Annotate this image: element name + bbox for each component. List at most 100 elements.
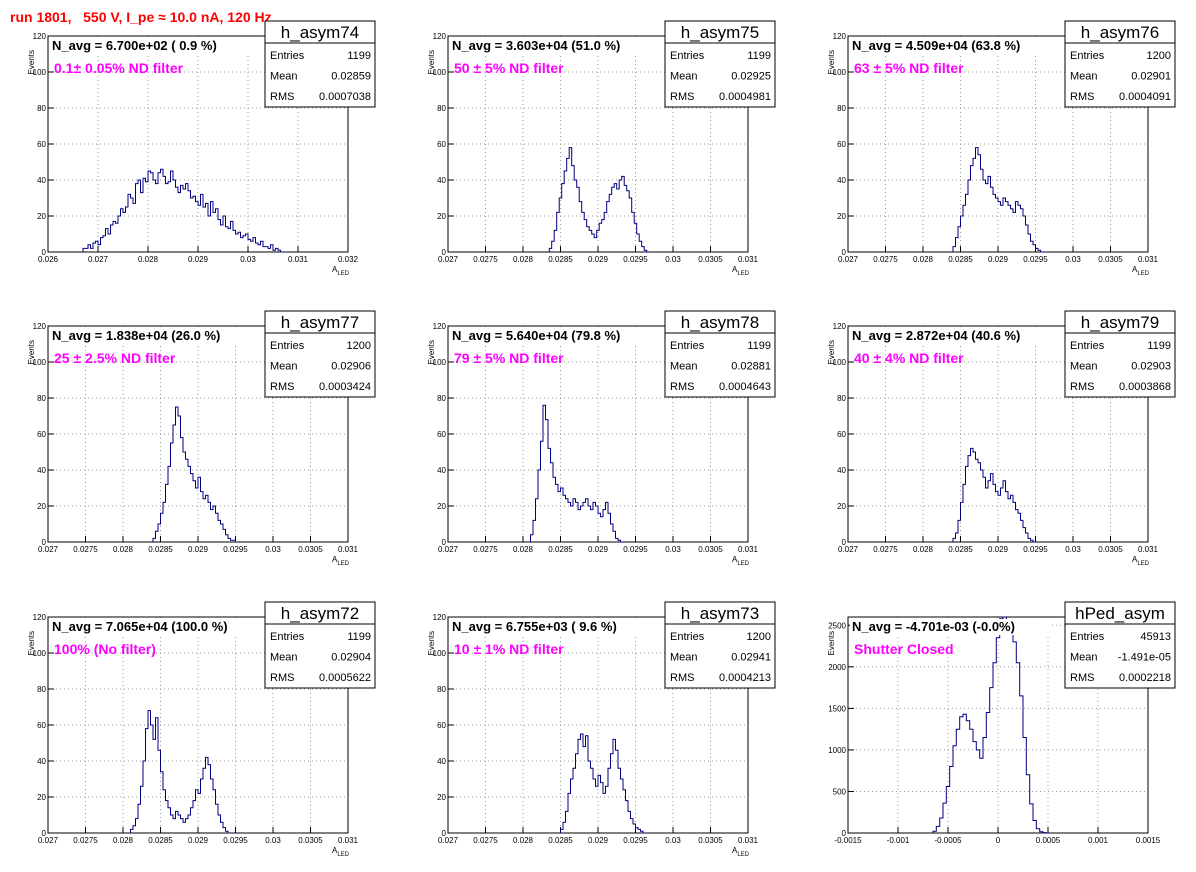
x-axis-title: ALED xyxy=(332,265,350,277)
stats-title: h_asym75 xyxy=(681,23,759,42)
y-tick-label: 40 xyxy=(437,757,446,766)
y-tick-label: 100 xyxy=(33,358,47,367)
y-tick-label: 100 xyxy=(833,68,847,77)
stats-value-entries: 1199 xyxy=(347,631,371,643)
y-tick-label: 0 xyxy=(842,829,847,838)
stats-title: hPed_asym xyxy=(1075,604,1165,623)
histogram-panel-h_asym72: 0.027 0.0275 0.028 0.0285 0.029 0.0295 0.03 0.0… xyxy=(27,601,376,858)
stats-label-rms: RMS xyxy=(670,672,694,684)
y-tick-label: 20 xyxy=(37,793,46,802)
x-tick-label: 0.0305 xyxy=(698,255,723,264)
navg-label: N_avg = 6.755e+03 ( 9.6 %) xyxy=(452,619,617,634)
x-axis-title-main: A xyxy=(732,265,738,274)
navg-label-background xyxy=(50,38,250,54)
x-tick-label: 0.0285 xyxy=(948,255,973,264)
x-tick-label: 0.028 xyxy=(913,545,934,554)
x-tick-label: 0.03 xyxy=(265,836,281,845)
y-tick-label: 0 xyxy=(42,829,47,838)
stats-value-mean: 0.02901 xyxy=(1131,71,1171,83)
stats-label-entries: Entries xyxy=(670,631,705,643)
x-tick-label: 0.0275 xyxy=(73,545,98,554)
x-tick-label: -0.001 xyxy=(887,836,910,845)
x-tick-label: 0.027 xyxy=(438,255,459,264)
stats-label-entries: Entries xyxy=(270,340,305,352)
x-axis-title-main: A xyxy=(1132,555,1138,564)
x-tick-label: 0.029 xyxy=(188,255,209,264)
stats-label-mean: Mean xyxy=(270,361,298,373)
x-tick-label: 0.0305 xyxy=(698,836,723,845)
x-tick-label: 0.0295 xyxy=(223,836,248,845)
stats-title: h_asym78 xyxy=(681,313,759,332)
stats-value-mean: 0.02904 xyxy=(331,652,371,664)
stats-label-entries: Entries xyxy=(1070,340,1105,352)
filter-label: 0.1± 0.05% ND filter xyxy=(54,60,184,76)
x-tick-label: 0.0275 xyxy=(473,836,498,845)
x-axis-title-sub: LED xyxy=(1137,271,1149,277)
y-tick-label: 120 xyxy=(33,32,47,41)
y-tick-label: 60 xyxy=(837,140,846,149)
histogram-panel-h_asym73: 0.027 0.0275 0.028 0.0285 0.029 0.0295 0.03 0.0… xyxy=(427,601,776,858)
histogram-line-h_asym75 xyxy=(548,147,650,253)
x-axis-title-main: A xyxy=(1132,265,1138,274)
stats-label-mean: Mean xyxy=(1070,361,1098,373)
y-tick-label: 20 xyxy=(437,212,446,221)
filter-label: 40 ± 4% ND filter xyxy=(854,350,964,366)
stats-value-rms: 0.0004981 xyxy=(719,91,771,103)
y-tick-label: 0 xyxy=(442,538,447,547)
stats-value-mean: 0.02859 xyxy=(331,71,371,83)
x-tick-label: 0.0275 xyxy=(473,255,498,264)
stats-value-mean: 0.02881 xyxy=(731,361,771,373)
navg-label: N_avg = 7.065e+04 (100.0 %) xyxy=(52,619,228,634)
stats-label-entries: Entries xyxy=(670,340,705,352)
x-tick-label: 0.03 xyxy=(1065,255,1081,264)
y-axis-title: Events xyxy=(27,50,36,74)
x-tick-label: 0.031 xyxy=(738,545,759,554)
histogram-panel-h_asym79: 0.027 0.0275 0.028 0.0285 0.029 0.0295 0.03 0.0… xyxy=(827,310,1176,567)
stats-title: h_asym74 xyxy=(281,23,359,42)
x-tick-label: 0.027 xyxy=(38,545,59,554)
y-tick-label: 60 xyxy=(437,721,446,730)
stats-label-entries: Entries xyxy=(1070,631,1105,643)
x-axis-title-sub: LED xyxy=(337,271,349,277)
stats-label-rms: RMS xyxy=(670,91,694,103)
y-tick-label: 100 xyxy=(433,68,447,77)
histogram-line-h_asym76 xyxy=(952,147,1043,253)
navg-label-background xyxy=(50,328,250,344)
filter-label: 79 ± 5% ND filter xyxy=(454,350,564,366)
stats-value-rms: 0.0003424 xyxy=(319,381,371,393)
filter-label: 100% (No filter) xyxy=(54,641,156,657)
stats-box xyxy=(264,310,376,398)
x-tick-label: 0.029 xyxy=(188,545,209,554)
y-axis-title: Events xyxy=(827,50,836,74)
y-tick-label: 40 xyxy=(37,176,46,185)
y-axis-title: Events xyxy=(427,631,436,655)
histogram-panel-hPed_asym: -0.0015 -0.001 -0.0005 0 0.0005 0.001 0.0015 0 5… xyxy=(827,601,1176,845)
x-tick-label: 0.0285 xyxy=(548,255,573,264)
x-axis-title-main: A xyxy=(332,555,338,564)
x-axis-title: ALED xyxy=(332,846,350,858)
y-tick-label: 40 xyxy=(37,466,46,475)
stats-label-rms: RMS xyxy=(270,91,294,103)
x-tick-label: 0.0295 xyxy=(1023,255,1048,264)
stats-box xyxy=(264,601,376,689)
x-tick-label: 0.0305 xyxy=(298,545,323,554)
y-tick-label: 20 xyxy=(37,212,46,221)
navg-label: N_avg = 5.640e+04 (79.8 %) xyxy=(452,328,620,343)
x-tick-label: 0.031 xyxy=(1138,545,1159,554)
y-tick-label: 60 xyxy=(437,430,446,439)
y-tick-label: 120 xyxy=(833,322,847,331)
stats-value-entries: 1199 xyxy=(1147,340,1171,352)
navg-label-background xyxy=(450,38,650,54)
y-tick-label: 40 xyxy=(437,176,446,185)
x-tick-label: 0.0305 xyxy=(298,836,323,845)
x-tick-label: 0.0295 xyxy=(623,836,648,845)
y-tick-label: 40 xyxy=(37,757,46,766)
histogram-panel-h_asym77: 0.027 0.0275 0.028 0.0285 0.029 0.0295 0.03 0.0… xyxy=(27,310,376,567)
filter-label: 50 ± 5% ND filter xyxy=(454,60,564,76)
stats-value-entries: 1200 xyxy=(747,631,771,643)
x-tick-label: 0.027 xyxy=(88,255,109,264)
x-tick-label: 0.031 xyxy=(1138,255,1159,264)
stats-value-mean: -1.491e-05 xyxy=(1118,652,1171,664)
navg-label: N_avg = 4.509e+04 (63.8 %) xyxy=(852,38,1020,53)
y-tick-label: 120 xyxy=(433,613,447,622)
